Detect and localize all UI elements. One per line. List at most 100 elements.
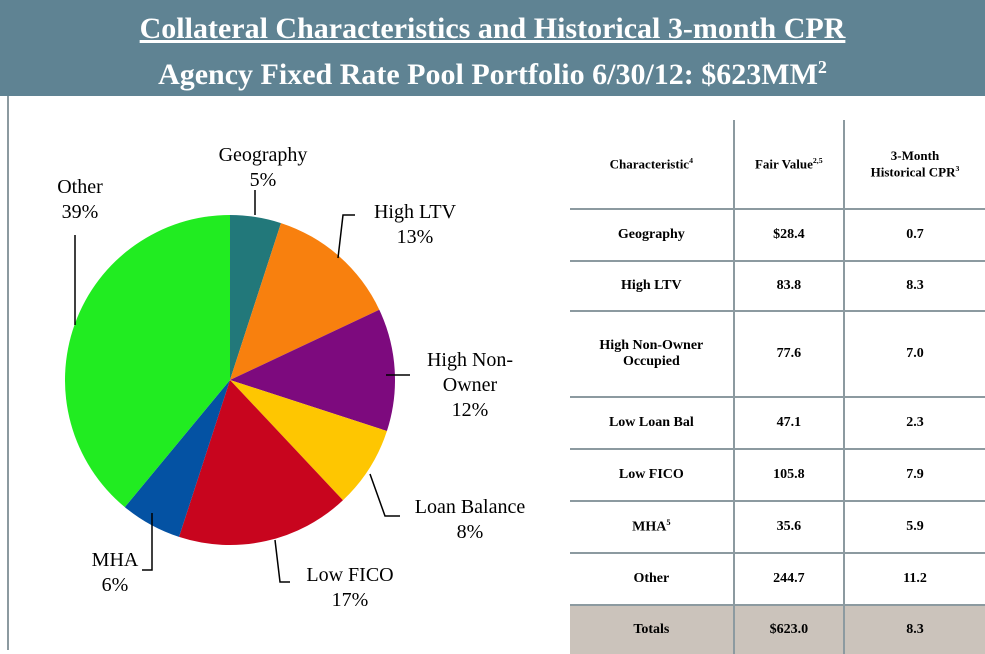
- table-row: Other 244.7 11.2: [570, 553, 985, 606]
- footnote: 4: [689, 155, 693, 165]
- cell-text: 8.3: [906, 622, 924, 637]
- leader-line: [369, 473, 400, 517]
- value-label: 8%: [456, 521, 484, 543]
- table-row: Low Loan Bal 47.1 2.3: [570, 397, 985, 450]
- category-label: MHA: [91, 549, 139, 571]
- pie-slice: [230, 309, 395, 431]
- table-cell: 0.7: [842, 209, 985, 262]
- table-cell: 7.0: [842, 311, 985, 398]
- table-cell: 47.1: [732, 397, 844, 450]
- leader-line: [337, 214, 355, 259]
- table-cell: MHA5: [570, 501, 734, 554]
- table-cell: Other: [570, 553, 734, 606]
- cell-text: Fair Value: [754, 156, 813, 172]
- category-label: Low FICO: [306, 564, 394, 586]
- pie-label: High Non-Owner 12%: [405, 348, 535, 423]
- cell-text: Characteristic: [609, 156, 690, 172]
- cell-text: High LTV: [621, 278, 682, 293]
- table-cell: 35.6: [732, 501, 844, 554]
- table-row: High LTV 83.8 8.3: [570, 261, 985, 312]
- pie-label: Geography 5%: [198, 143, 328, 193]
- pie-label: Low FICO 17%: [285, 563, 415, 613]
- table-cell: $623.0: [732, 605, 844, 654]
- value-label: 12%: [451, 399, 489, 421]
- table-cell: 2.3: [842, 397, 985, 450]
- pie-slice: [230, 223, 380, 380]
- subtitle: Agency Fixed Rate Pool Portfolio 6/30/12…: [0, 48, 985, 94]
- header-row: Characteristic4 Fair Value2,5 3-Month Hist…: [570, 120, 985, 210]
- table-cell: 83.8: [732, 261, 844, 312]
- subtitle-text: Agency Fixed Rate Pool Portfolio 6/30/12…: [158, 58, 818, 91]
- table-cell: High Non-Owner Occupied: [570, 311, 734, 398]
- table-cell: Low FICO: [570, 449, 734, 502]
- footnote: 2,5: [812, 155, 823, 165]
- table-row: Geography $28.4 0.7: [570, 209, 985, 262]
- table-row: High Non-Owner Occupied 77.6 7.0: [570, 311, 985, 398]
- value-label: 39%: [61, 201, 99, 223]
- table-cell: 7.9: [842, 449, 985, 502]
- category-label: High Non-Owner: [426, 349, 514, 396]
- cell-text: 5.9: [906, 519, 924, 534]
- cell-text: High Non-Owner Occupied: [599, 338, 704, 369]
- cell-text: 77.6: [776, 346, 802, 361]
- table-cell: 5.9: [842, 501, 985, 554]
- table-cell: Totals: [570, 605, 734, 654]
- value-label: 13%: [396, 226, 434, 248]
- cell-text: $28.4: [773, 227, 805, 242]
- leader-line: [142, 513, 153, 571]
- table: Characteristic4 Fair Value2,5 3-Month Hist…: [570, 120, 985, 654]
- value-label: 6%: [101, 574, 129, 596]
- title: Collateral Characteristics and Historica…: [139, 12, 846, 45]
- table-cell: 11.2: [842, 553, 985, 606]
- pie-slice: [179, 380, 343, 545]
- pie-slice: [124, 380, 230, 537]
- leader-line: [274, 539, 290, 583]
- table-cell: $28.4: [732, 209, 844, 262]
- table-cell: 244.7: [732, 553, 844, 606]
- cell-text: 7.9: [906, 467, 924, 482]
- category-label: High LTV: [373, 201, 457, 223]
- table-row: Low FICO 105.8 7.9: [570, 449, 985, 502]
- cell-text: 105.8: [773, 467, 805, 482]
- header-cell: 3-Month Historical CPR3: [842, 120, 985, 210]
- cell-text: Low Loan Bal: [608, 415, 694, 430]
- table-row: MHA5 35.6 5.9: [570, 501, 985, 554]
- cell-text: Totals: [633, 622, 670, 637]
- totals-row: Totals $623.0 8.3: [570, 605, 985, 654]
- footnote: 5: [666, 518, 671, 528]
- header: Collateral Characteristics and Historica…: [0, 0, 985, 96]
- header-cell: Fair Value2,5: [732, 120, 844, 210]
- cell-text: 244.7: [773, 571, 805, 586]
- cell-text: MHA: [632, 519, 667, 535]
- category-label: Geography: [218, 144, 308, 166]
- cell-text: Geography: [617, 227, 685, 242]
- cell-text: 7.0: [906, 346, 924, 361]
- header-cell: Characteristic4: [570, 120, 734, 210]
- pie-label: High LTV 13%: [350, 200, 480, 250]
- pie-label: Other 39%: [15, 175, 145, 225]
- pie-slice: [65, 215, 230, 508]
- table-cell: Low Loan Bal: [570, 397, 734, 450]
- pie-label: Loan Balance 8%: [405, 495, 535, 545]
- table-cell: 8.3: [842, 605, 985, 654]
- cell-text: 0.7: [906, 227, 924, 242]
- cell-text: 11.2: [903, 571, 927, 586]
- cell-text: 2.3: [906, 415, 924, 430]
- value-label: 5%: [249, 169, 277, 191]
- cell-text: 3-Month Historical CPR: [870, 147, 956, 180]
- cell-text: $623.0: [769, 622, 809, 637]
- pie-slice: [230, 380, 387, 501]
- cell-text: 35.6: [776, 519, 802, 534]
- cell-text: 47.1: [776, 415, 802, 430]
- footnote: 3: [955, 163, 960, 173]
- table-cell: 77.6: [732, 311, 844, 398]
- table-cell: 8.3: [842, 261, 985, 312]
- value-label: 17%: [331, 589, 369, 611]
- cell-text: Low FICO: [618, 467, 684, 482]
- cell-text: 8.3: [906, 278, 924, 293]
- table-cell: High LTV: [570, 261, 734, 312]
- footnote: 2: [817, 57, 827, 77]
- table-cell: Geography: [570, 209, 734, 262]
